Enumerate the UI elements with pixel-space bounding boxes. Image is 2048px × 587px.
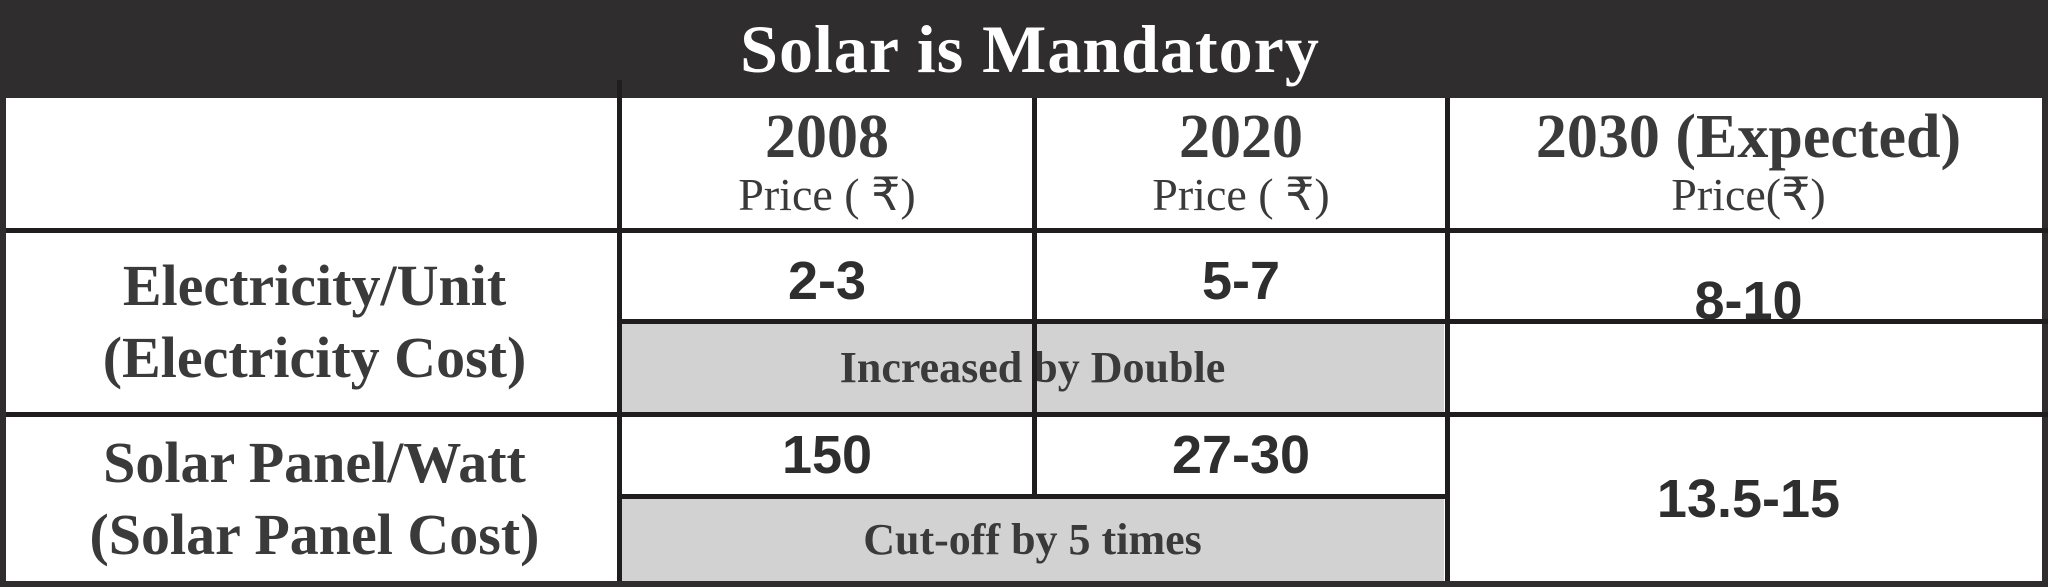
- year-2030: 2030 (Expected): [1535, 103, 1962, 171]
- grid-line-v-2: [1032, 98, 1037, 498]
- cell-solar-2030: 13.5-15: [1449, 416, 2048, 581]
- price-label-2008: Price ( ₹): [738, 169, 916, 220]
- value-solar-2030: 13.5-15: [1656, 468, 1841, 529]
- year-2008: 2008: [765, 103, 889, 171]
- header-2008: 2008 Price ( ₹): [621, 98, 1033, 228]
- cell-solar-2020: 27-30: [1036, 416, 1446, 494]
- grid-line-v-1: [617, 80, 622, 581]
- row-label-solar: Solar Panel/Watt: [103, 429, 526, 495]
- value-electricity-2008: 2-3: [787, 251, 867, 311]
- price-label-2020: Price ( ₹): [1152, 169, 1330, 220]
- grid-line-v-3: [1445, 98, 1450, 581]
- cell-solar-2008: 150: [621, 416, 1033, 494]
- cell-electricity-2008: 2-3: [621, 232, 1033, 319]
- cell-electricity-2020: 5-7: [1036, 232, 1446, 319]
- row-sublabel-solar: (Solar Panel Cost): [89, 501, 540, 567]
- value-electricity-2020: 5-7: [1201, 251, 1281, 311]
- year-2020: 2020: [1179, 103, 1303, 171]
- solar-note-cell: Cut-off by 5 times: [621, 498, 1444, 581]
- row-header-electricity: Electricity/Unit (Electricity Cost): [12, 232, 617, 412]
- cell-electricity-2030: 8-10: [1449, 232, 2048, 329]
- header-2030: 2030 (Expected) Price(₹): [1449, 98, 2048, 228]
- header-2020: 2020 Price ( ₹): [1036, 98, 1446, 228]
- row-sublabel-electricity: (Electricity Cost): [102, 325, 527, 390]
- grid-line-h-4: [617, 494, 1449, 499]
- row-header-solar: Solar Panel/Watt (Solar Panel Cost): [12, 416, 617, 581]
- table-title: Solar is Mandatory: [6, 0, 2048, 98]
- price-label-2030: Price(₹): [1671, 169, 1826, 220]
- row-label-electricity: Electricity/Unit: [122, 253, 507, 318]
- solar-note: Cut-off by 5 times: [863, 515, 1202, 564]
- value-solar-2008: 150: [781, 425, 873, 485]
- grid-line-h-3: [6, 412, 2048, 417]
- value-solar-2020: 27-30: [1171, 425, 1311, 485]
- grid-line-h-1: [6, 228, 2048, 233]
- grid-line-h-2: [617, 319, 2048, 324]
